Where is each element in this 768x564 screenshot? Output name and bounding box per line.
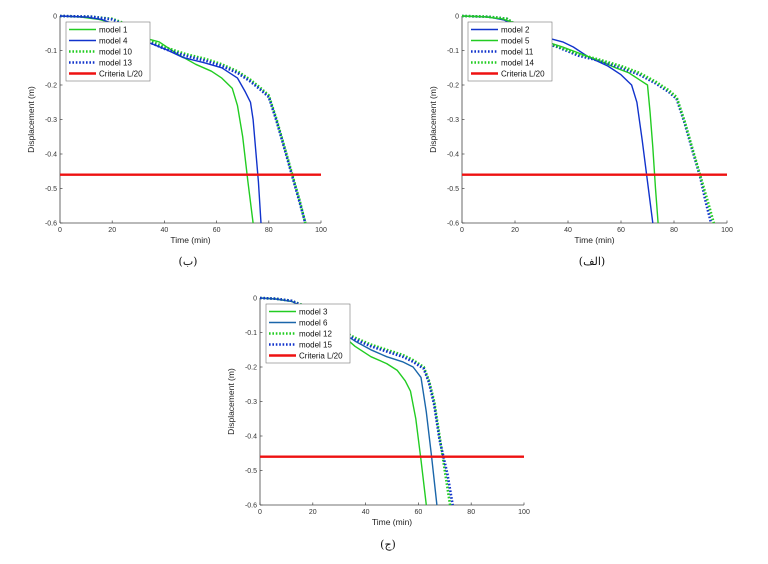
y-tick-label: -0.6 — [245, 503, 257, 510]
legend-entry: model 1 — [99, 26, 128, 35]
x-tick-label: 40 — [161, 227, 169, 234]
legend-entry: model 10 — [99, 48, 132, 57]
y-tick-label: -0.3 — [245, 399, 257, 406]
y-tick-label: 0 — [253, 296, 257, 303]
legend-entry: model 6 — [299, 319, 328, 328]
x-tick-label: 40 — [362, 509, 370, 516]
y-tick-label: -0.4 — [245, 434, 257, 441]
y-tick-label: 0 — [455, 14, 459, 21]
figure-caption: (ب) — [179, 255, 198, 268]
y-tick-label: -0.3 — [45, 117, 57, 124]
legend: model 1 model 4 model 10 model 13 Criteria L… — [65, 21, 151, 82]
x-tick-label: 80 — [467, 509, 475, 516]
x-tick-label: 0 — [58, 227, 62, 234]
y-tick-label: -0.4 — [45, 152, 57, 159]
chart-3: 0 20 40 60 80 100 0 -0.1 -0.2 -0.3 -0.4 -0.5 -0.6 Tim… — [226, 296, 530, 552]
y-tick-label: -0.5 — [45, 186, 57, 193]
y-tick-label: -0.3 — [447, 117, 459, 124]
legend-entry: model 4 — [99, 37, 128, 46]
chart-2: 0 20 40 60 80 100 0 -0.1 -0.2 -0.3 -0.4 -0.5 -0.6 Tim… — [428, 14, 733, 269]
y-tick-label: -0.5 — [447, 186, 459, 193]
x-tick-label: 0 — [460, 227, 464, 234]
x-tick-label: 100 — [315, 227, 327, 234]
legend-entry: Criteria L/20 — [99, 70, 143, 79]
x-tick-label: 100 — [518, 509, 530, 516]
legend-entry: model 14 — [501, 59, 534, 68]
y-axis-label: Displacement (m) — [226, 368, 236, 435]
x-axis-label: Time (min) — [574, 235, 614, 245]
x-tick-label: 40 — [564, 227, 572, 234]
y-axis-label: Displacement (m) — [428, 86, 438, 153]
y-tick-label: -0.1 — [45, 48, 57, 55]
y-axis-label: Displacement (m) — [26, 86, 36, 153]
legend-entry: model 15 — [299, 341, 332, 350]
x-tick-label: 60 — [617, 227, 625, 234]
legend-entry: model 12 — [299, 330, 332, 339]
x-tick-label: 0 — [258, 509, 262, 516]
legend-entry: model 2 — [501, 26, 530, 35]
x-axis-label: Time (min) — [372, 517, 412, 527]
legend-entry: model 5 — [501, 37, 530, 46]
legend-entry: model 3 — [299, 308, 328, 317]
x-axis-label: Time (min) — [170, 235, 210, 245]
x-tick-label: 60 — [415, 509, 423, 516]
x-tick-label: 80 — [265, 227, 273, 234]
y-tick-label: -0.2 — [245, 365, 257, 372]
figure-caption: (ج) — [380, 538, 396, 551]
legend: model 2 model 5 model 11 model 14 Criteria L… — [467, 21, 553, 82]
legend-entry: model 13 — [99, 59, 132, 68]
y-tick-label: -0.6 — [447, 221, 459, 228]
x-tick-label: 20 — [511, 227, 519, 234]
x-tick-label: 20 — [309, 509, 317, 516]
y-tick-label: -0.5 — [245, 468, 257, 475]
x-tick-label: 20 — [108, 227, 116, 234]
y-tick-label: -0.6 — [45, 221, 57, 228]
legend-entry: Criteria L/20 — [299, 352, 343, 361]
y-tick-label: -0.4 — [447, 152, 459, 159]
x-tick-label: 100 — [721, 227, 733, 234]
legend: model 3 model 6 model 12 model 15 Criteria L… — [265, 303, 351, 364]
y-tick-label: -0.2 — [447, 83, 459, 90]
x-tick-label: 60 — [213, 227, 221, 234]
y-tick-label: -0.2 — [45, 83, 57, 90]
y-tick-label: -0.1 — [245, 330, 257, 337]
y-tick-label: -0.1 — [447, 48, 459, 55]
legend-entry: model 11 — [501, 48, 534, 57]
legend-entry: Criteria L/20 — [501, 70, 545, 79]
y-tick-label: 0 — [53, 14, 57, 21]
x-tick-label: 80 — [670, 227, 678, 234]
chart-1: 0 20 40 60 80 100 0 -0.1 -0.2 -0.3 -0.4 -0.5 -0.6 Tim… — [26, 14, 327, 269]
figure-caption: (الف) — [579, 255, 605, 268]
